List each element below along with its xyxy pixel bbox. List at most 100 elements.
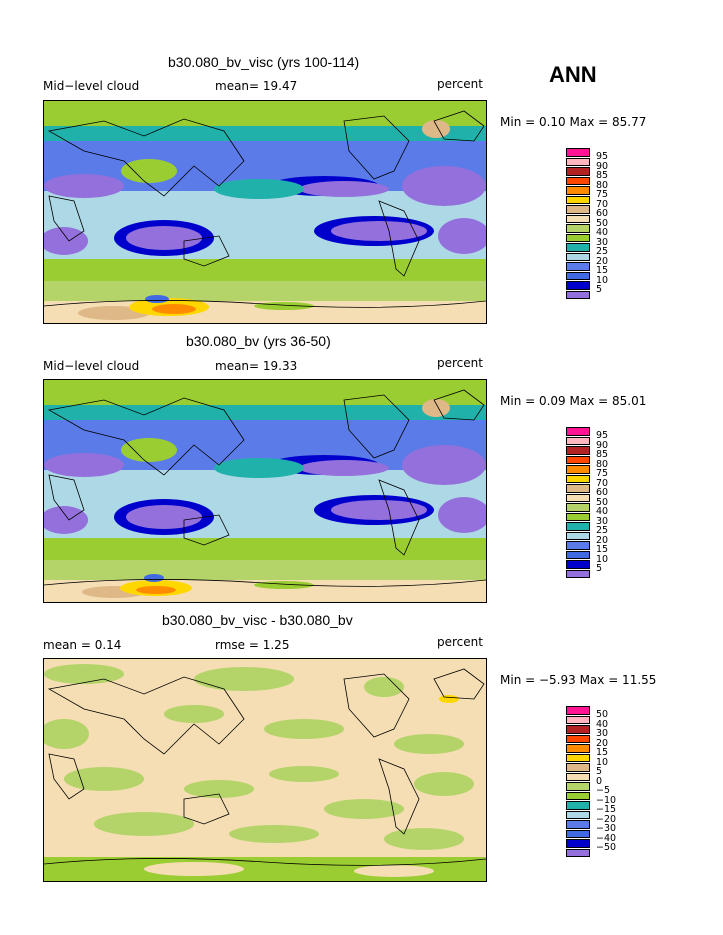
legend-swatch bbox=[566, 839, 590, 848]
legend-label: 30 bbox=[596, 515, 609, 527]
legend-swatch bbox=[566, 829, 590, 839]
legend-label: 75 bbox=[596, 189, 609, 200]
legend-swatch bbox=[566, 271, 590, 281]
legend-label: −40 bbox=[596, 832, 617, 844]
panel-1-mean-label: mean= 19.47 bbox=[215, 79, 298, 93]
legend-swatch bbox=[566, 512, 590, 522]
legend-label: 15 bbox=[596, 265, 609, 276]
legend-swatch bbox=[566, 427, 590, 436]
legend-swatch bbox=[566, 436, 590, 446]
legend-label: 50 bbox=[596, 217, 609, 229]
legend-label: 5 bbox=[596, 766, 603, 777]
legend-label: 90 bbox=[596, 160, 609, 172]
legend-swatch bbox=[566, 503, 590, 512]
panel-3-mean-label: mean = 0.14 bbox=[43, 638, 122, 652]
legend-swatch bbox=[566, 465, 590, 474]
legend-swatch bbox=[566, 281, 590, 290]
legend-swatch bbox=[566, 848, 590, 858]
panel-1-map bbox=[43, 100, 487, 324]
panel-2-legend: 95 90 85 80 75 70 60 50 40 30 25 20 15 1… bbox=[566, 427, 626, 596]
legend-swatch bbox=[566, 541, 590, 550]
legend-label: 50 bbox=[596, 709, 609, 720]
panel-1-legend: 95 90 85 80 75 70 60 50 40 30 25 20 15 1… bbox=[566, 148, 626, 317]
legend-swatch bbox=[566, 782, 590, 791]
legend-label: 80 bbox=[596, 458, 609, 470]
legend-swatch bbox=[566, 725, 590, 734]
legend-label: 15 bbox=[596, 544, 609, 555]
legend-label: 5 bbox=[596, 563, 603, 574]
panel-3-unit-label: percent bbox=[437, 635, 483, 649]
legend-label: 25 bbox=[596, 246, 609, 257]
legend-swatch bbox=[566, 290, 590, 300]
legend-label: 20 bbox=[596, 255, 609, 267]
legend-swatch bbox=[566, 186, 590, 195]
legend-label: −15 bbox=[596, 804, 617, 815]
legend-swatch bbox=[566, 262, 590, 271]
legend-label: 90 bbox=[596, 439, 609, 451]
legend-swatch bbox=[566, 560, 590, 569]
panel-2-left-label: Mid−level cloud bbox=[43, 359, 140, 373]
panel-3-legend: 50 40 30 20 15 10 5 0 −5 −10 −15 −20 −30… bbox=[566, 706, 626, 875]
panel-2-title: b30.080_bv (yrs 36-50) bbox=[186, 333, 331, 349]
legend-label: 25 bbox=[596, 525, 609, 536]
legend-swatch bbox=[566, 706, 590, 715]
legend-swatch bbox=[566, 233, 590, 243]
legend-label: 20 bbox=[596, 534, 609, 546]
legend-label: 85 bbox=[596, 170, 609, 181]
legend-swatch bbox=[566, 484, 590, 493]
legend-swatch bbox=[566, 522, 590, 531]
legend-label: 40 bbox=[596, 718, 609, 730]
legend-label: 10 bbox=[596, 553, 609, 565]
legend-label: 75 bbox=[596, 468, 609, 479]
legend-swatch bbox=[566, 550, 590, 560]
legend-swatch bbox=[566, 167, 590, 176]
legend-swatch bbox=[566, 715, 590, 725]
legend-swatch bbox=[566, 569, 590, 579]
legend-swatch bbox=[566, 214, 590, 224]
legend-label: 30 bbox=[596, 236, 609, 248]
legend-swatch bbox=[566, 801, 590, 810]
legend-label: 70 bbox=[596, 477, 609, 489]
legend-swatch bbox=[566, 753, 590, 763]
legend-swatch bbox=[566, 734, 590, 744]
panel-2-minmax: Min = 0.09 Max = 85.01 bbox=[500, 394, 647, 408]
legend-label: 95 bbox=[596, 151, 609, 162]
panel-3-title: b30.080_bv_visc - b30.080_bv bbox=[162, 612, 353, 628]
legend-swatch bbox=[566, 531, 590, 541]
panel-2-mean-label: mean= 19.33 bbox=[215, 359, 298, 373]
legend-label: −10 bbox=[596, 794, 617, 806]
legend-label: 50 bbox=[596, 496, 609, 508]
legend-label: −50 bbox=[596, 842, 617, 853]
legend-swatch bbox=[566, 176, 590, 186]
legend-swatch bbox=[566, 820, 590, 829]
legend-label: 60 bbox=[596, 208, 609, 219]
legend-label: 10 bbox=[596, 756, 609, 768]
legend-label: 20 bbox=[596, 737, 609, 749]
legend-label: 30 bbox=[596, 728, 609, 739]
legend-swatch bbox=[566, 744, 590, 753]
panel-2-unit-label: percent bbox=[437, 356, 483, 370]
panel-3-rmse-label: rmse = 1.25 bbox=[215, 638, 290, 652]
legend-swatch bbox=[566, 474, 590, 484]
panel-1-unit-label: percent bbox=[437, 77, 483, 91]
panel-2-map bbox=[43, 379, 487, 603]
legend-label: −30 bbox=[596, 823, 617, 834]
legend-swatch bbox=[566, 252, 590, 262]
legend-swatch bbox=[566, 148, 590, 157]
legend-swatch bbox=[566, 810, 590, 820]
legend-swatch bbox=[566, 446, 590, 455]
legend-swatch bbox=[566, 243, 590, 252]
panel-1-minmax: Min = 0.10 Max = 85.77 bbox=[500, 115, 647, 129]
season-label: ANN bbox=[549, 62, 597, 87]
panel-1-left-label: Mid−level cloud bbox=[43, 79, 140, 93]
legend-swatch bbox=[566, 772, 590, 782]
legend-label: 40 bbox=[596, 227, 609, 238]
legend-swatch bbox=[566, 157, 590, 167]
legend-label: 10 bbox=[596, 274, 609, 286]
legend-swatch bbox=[566, 791, 590, 801]
legend-swatch bbox=[566, 763, 590, 772]
panel-1-title: b30.080_bv_visc (yrs 100-114) bbox=[168, 54, 360, 70]
legend-label: 15 bbox=[596, 747, 609, 758]
panel-3-map bbox=[43, 658, 487, 882]
legend-label: 95 bbox=[596, 430, 609, 441]
